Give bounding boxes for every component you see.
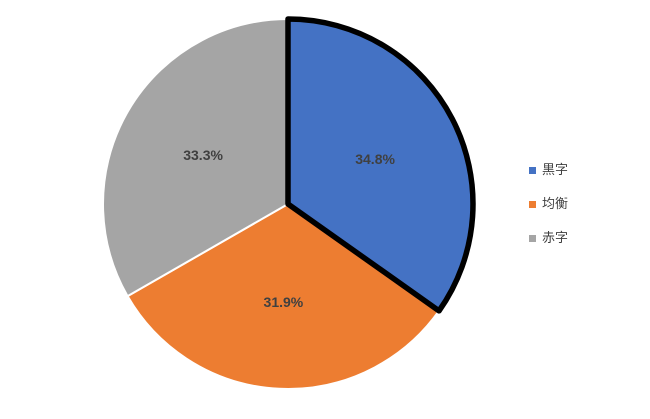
legend-label-kinko: 均衡 (542, 196, 569, 211)
pie-slice-2 (126, 203, 441, 390)
slice-label-1: 34.8% (355, 151, 395, 167)
pie-slice-1 (285, 16, 476, 314)
slice-label-2: 31.9% (264, 294, 304, 310)
legend-label-akaji: 赤字 (542, 230, 569, 245)
slice-label-3: 33.3% (183, 147, 223, 163)
legend-marker-akaji (529, 234, 536, 242)
legend: 黒字 均衡 赤字 (529, 160, 568, 248)
legend-label-kuroji: 黒字 (542, 162, 569, 177)
legend-item-kuroji: 黒字 (529, 160, 568, 180)
pie-slice-3 (102, 18, 289, 298)
legend-marker-kuroji (529, 166, 536, 174)
legend-marker-kinko (529, 200, 536, 208)
legend-item-kinko: 均衡 (529, 194, 568, 214)
legend-item-akaji: 赤字 (529, 228, 568, 248)
